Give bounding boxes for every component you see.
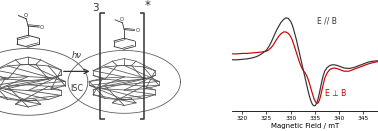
Text: O: O [23,13,28,18]
Text: 3: 3 [92,3,98,13]
Text: hν: hν [72,51,82,60]
Text: E ⊥ B: E ⊥ B [325,89,346,98]
Text: O: O [135,28,139,33]
Text: O: O [40,25,44,30]
X-axis label: Magnetic Field / mT: Magnetic Field / mT [271,123,339,129]
Text: O: O [120,17,124,22]
Text: ISC: ISC [70,84,84,93]
Text: *: * [145,0,151,12]
Text: E // B: E // B [318,16,337,25]
